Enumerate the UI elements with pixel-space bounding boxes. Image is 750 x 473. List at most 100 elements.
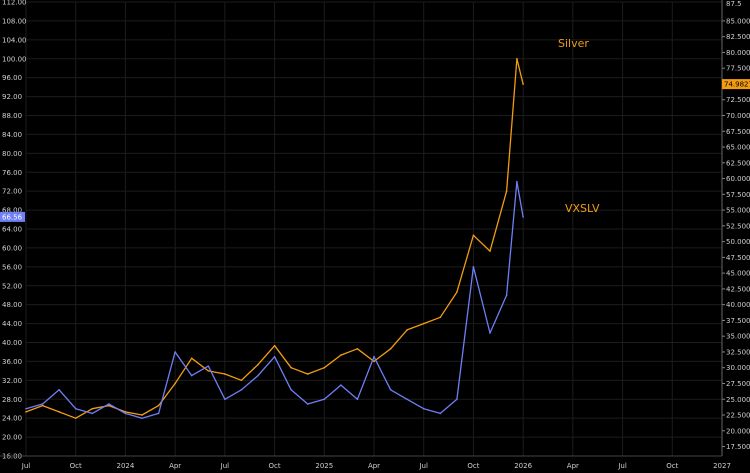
vxslv-point [516, 180, 518, 183]
x-tick-label: Oct [467, 462, 479, 470]
vxslv-point [58, 388, 60, 391]
right-tick-label: 47.5000 [726, 254, 750, 262]
left-tick-label: 108.00 [2, 17, 27, 25]
silver-point [240, 379, 243, 382]
grid [25, 1, 723, 457]
right-tick-label: 32.5000 [726, 348, 750, 356]
silver-point [505, 190, 508, 192]
vxslv-point [190, 374, 193, 377]
vxslv-point [306, 403, 309, 405]
right-tick-label: 85.0000 [726, 17, 750, 25]
x-tick-label: Jul [21, 462, 31, 470]
right-tick-label: 72.5000 [726, 96, 750, 104]
vxslv-point [141, 417, 143, 419]
x-tick-label: 2024 [117, 462, 135, 470]
x-tick-label: Jul [418, 462, 428, 470]
x-tick-label: Apr [368, 462, 380, 470]
right-tick-label: 27.5000 [726, 380, 750, 388]
x-tick-label: Jul [617, 462, 627, 470]
right-tick-label: 25.0000 [726, 396, 750, 404]
left-axis: 16.0020.0024.0028.0032.0036.0040.0044.00… [2, 0, 27, 461]
vxslv-point [74, 407, 77, 410]
left-tick-label: 32.00 [2, 377, 22, 385]
vxslv-point [373, 355, 375, 358]
left-tick-label: 112.00 [2, 0, 27, 7]
left-tick-label: 28.00 [2, 396, 22, 404]
vxslv-point [257, 374, 259, 377]
x-tick-label: Oct [666, 462, 678, 470]
vxslv-point [340, 384, 342, 386]
vxslv-point [472, 266, 475, 268]
left-tick-label: 92.00 [2, 93, 22, 101]
left-tick-label: 80.00 [2, 150, 22, 158]
silver-point [108, 404, 110, 407]
silver-point [257, 363, 259, 366]
silver-point [41, 404, 44, 407]
vxslv-point [456, 398, 458, 401]
vxslv-point [240, 388, 243, 391]
silver-point [516, 57, 518, 60]
silver-point [273, 344, 276, 347]
left-tick-label: 88.00 [2, 112, 22, 120]
vxslv-value-badge: 66.56 [0, 211, 25, 222]
right-tick-label: 80.0000 [726, 49, 750, 57]
left-tick-label: 68.00 [2, 207, 22, 215]
silver-point [472, 234, 475, 237]
silver-point [190, 357, 193, 360]
vxslv-line [25, 181, 524, 419]
x-tick-label: Oct [269, 462, 281, 470]
left-tick-label: 24.00 [2, 415, 22, 423]
left-tick-label: 52.00 [2, 282, 22, 290]
right-tick-label: 55.0000 [726, 207, 750, 215]
left-tick-label: 64.00 [2, 226, 22, 234]
vxslv-point [224, 398, 226, 401]
right-tick-label: 50.0000 [726, 238, 750, 246]
silver-point [489, 250, 491, 252]
left-tick-label: 44.00 [2, 320, 22, 328]
badge-value: 74.9827 [724, 81, 750, 89]
left-tick-label: 104.00 [2, 36, 27, 44]
left-tick-label: 84.00 [2, 131, 22, 139]
vxslv-point [422, 407, 425, 410]
silver-point [389, 348, 392, 350]
vxslv-point [91, 412, 94, 415]
badge-bg [0, 211, 25, 222]
silver-line [25, 58, 524, 419]
vxslv-point [356, 398, 359, 401]
x-tick-label: Jul [220, 462, 230, 470]
left-tick-label: 20.00 [2, 434, 22, 442]
left-tick-label: 100.00 [2, 55, 27, 63]
silver-point [141, 414, 143, 416]
right-tick-label: 65.0000 [726, 144, 750, 152]
right-tick-label: 35.0000 [726, 333, 750, 341]
silver-point [91, 407, 94, 410]
left-tick-label: 72.00 [2, 188, 22, 196]
right-tick-label: 57.5000 [726, 191, 750, 199]
x-tick-label: 2027 [713, 462, 731, 470]
left-tick-label: 60.00 [2, 244, 22, 252]
badge-bg [722, 79, 750, 90]
silver-point [224, 373, 226, 375]
silver-value-badge: 74.9827 [722, 79, 750, 90]
vxslv-point [323, 398, 326, 401]
right-tick-label: 40.0000 [726, 301, 750, 309]
right-tick-label: 42.5000 [726, 285, 750, 293]
right-top-label: 87.5 [726, 0, 742, 8]
right-tick-label: 82.5000 [726, 33, 750, 41]
left-tick-label: 40.00 [2, 339, 22, 347]
left-tick-label: 48.00 [2, 301, 22, 309]
right-tick-label: 67.5000 [726, 128, 750, 136]
vxslv-series-label: VXSLV [565, 202, 600, 215]
silver-point [124, 411, 127, 413]
right-tick-label: 45.0000 [726, 270, 750, 278]
left-tick-label: 56.00 [2, 263, 22, 271]
x-tick-label: Apr [169, 462, 181, 470]
vxslv-point [41, 403, 44, 405]
silver-point [456, 291, 458, 293]
vxslv-point [489, 332, 491, 334]
left-tick-label: 96.00 [2, 74, 22, 82]
vxslv-point [439, 412, 442, 415]
x-tick-label: Apr [567, 462, 579, 470]
value-badges: 74.9827 66.56 [0, 79, 750, 222]
